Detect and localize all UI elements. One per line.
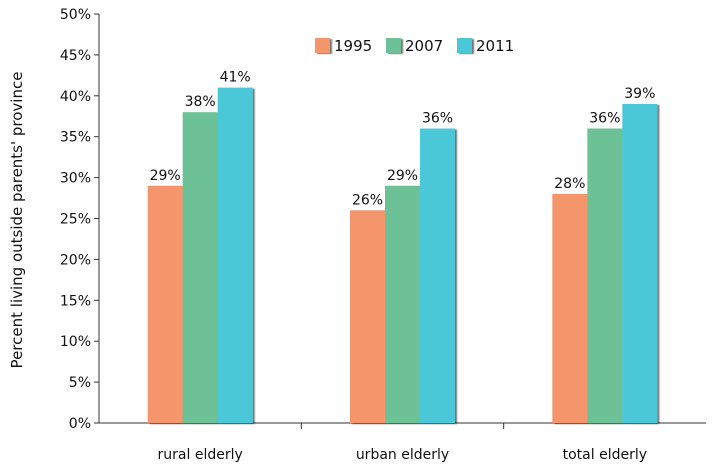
data-label: 38% — [185, 94, 216, 110]
bar — [587, 128, 623, 423]
legend-swatch — [386, 38, 401, 53]
y-tick-label: 20% — [60, 252, 91, 268]
bar — [420, 128, 455, 423]
legend-label: 2007 — [405, 37, 443, 55]
data-label: 28% — [554, 176, 585, 192]
bar — [350, 210, 385, 423]
bar — [147, 185, 183, 423]
legend-label: 2011 — [476, 37, 514, 55]
bar — [217, 87, 253, 424]
bar — [552, 193, 588, 423]
legend: 1995 2007 2011 — [315, 37, 514, 55]
y-tick-label: 45% — [60, 48, 91, 64]
y-tick-label: 5% — [69, 375, 91, 391]
y-tick-label: 30% — [60, 171, 91, 187]
y-tick-label: 50% — [60, 7, 91, 23]
data-label: 26% — [352, 192, 383, 208]
legend-swatch — [315, 38, 330, 53]
bar — [182, 112, 218, 423]
y-tick-label: 35% — [60, 130, 91, 146]
data-label: 36% — [589, 111, 620, 127]
bar — [385, 185, 420, 423]
legend-label: 1995 — [334, 37, 372, 55]
data-label: 41% — [220, 70, 251, 86]
y-axis-label: Percent living outside parents' province — [8, 72, 26, 369]
data-label: 29% — [387, 168, 418, 184]
y-tick-label: 15% — [60, 293, 91, 309]
data-label: 39% — [624, 86, 655, 102]
y-tick-label: 0% — [69, 416, 91, 432]
data-label: 29% — [150, 168, 181, 184]
y-tick-label: 10% — [60, 334, 91, 350]
axes: 0% 5% 10% 15% 20% 25% 30% 35% 40% 45% 50% rural eld… — [60, 7, 706, 463]
x-category-label: rural elderly — [158, 447, 243, 463]
bar — [622, 103, 658, 423]
bars: 29%38%41%26%29%36%28%36%39% — [147, 70, 658, 424]
y-tick-label: 25% — [60, 212, 91, 228]
legend-swatch — [457, 38, 472, 53]
data-label: 36% — [422, 111, 453, 127]
x-category-label: urban elderly — [356, 447, 449, 463]
x-category-label: total elderly — [563, 447, 647, 463]
y-tick-label: 40% — [60, 89, 91, 105]
